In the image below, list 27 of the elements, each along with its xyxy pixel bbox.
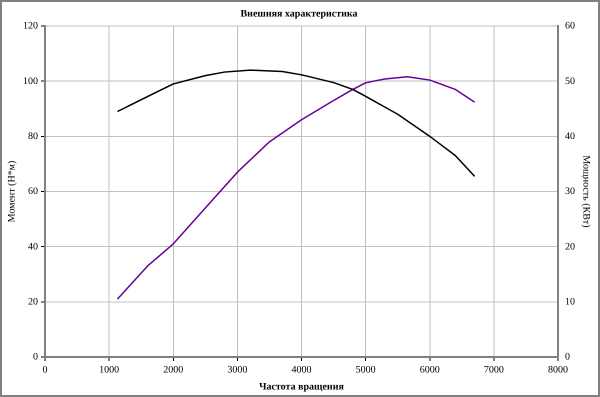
y2-tick-label: 30 xyxy=(565,186,575,198)
x-tick-label: 8000 xyxy=(548,364,568,376)
x-tick-label: 2000 xyxy=(163,364,184,376)
x-tick-label: 0 xyxy=(42,364,48,376)
y-tick-label: 20 xyxy=(28,296,38,308)
x-tick-label: 3000 xyxy=(227,364,248,376)
y2-tick-label: 10 xyxy=(565,296,575,308)
y-tick-label: 100 xyxy=(23,76,38,87)
x-tick-label: 6000 xyxy=(420,364,440,376)
y-tick-label: 80 xyxy=(28,130,38,142)
y-tick-label: 0 xyxy=(33,352,38,363)
y2-tick-label: 50 xyxy=(565,76,575,87)
y-tick-label: 60 xyxy=(28,186,38,198)
x-tick-label: 5000 xyxy=(356,364,376,376)
y2-tick-label: 20 xyxy=(565,241,575,252)
x-tick-label: 1000 xyxy=(99,364,120,376)
x-tick-label: 7000 xyxy=(484,364,504,376)
x-axis-title: Частота вращения xyxy=(259,382,344,393)
x-tick-label: 4000 xyxy=(292,364,312,376)
y2-tick-label: 40 xyxy=(565,130,575,142)
y-tick-label: 120 xyxy=(23,20,38,32)
y-axis-title: Момент (Н*м) xyxy=(6,160,18,222)
chart-title: Внешняя характеристика xyxy=(240,8,358,20)
y2-tick-label: 60 xyxy=(565,20,575,32)
y2-tick-label: 0 xyxy=(565,352,570,363)
y2-axis-title: Мощность (КВт) xyxy=(580,155,592,228)
y-tick-label: 40 xyxy=(28,241,38,252)
